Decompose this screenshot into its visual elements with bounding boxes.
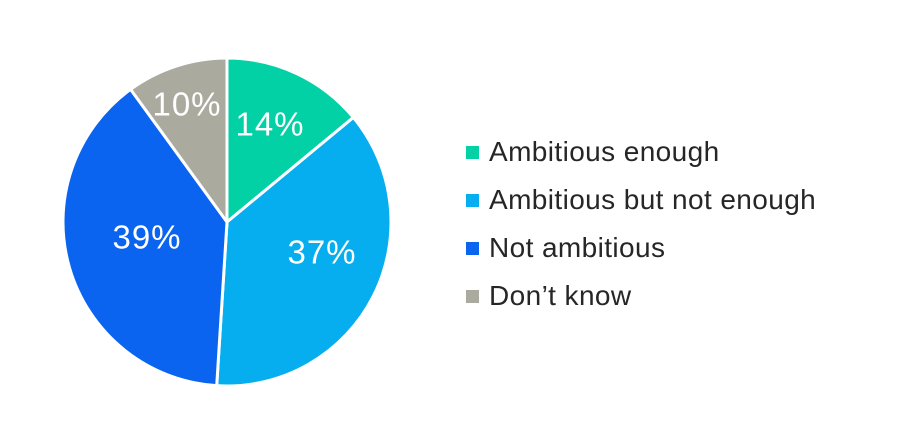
legend-item-ambitious-but-not-enough: Ambitious but not enough	[466, 176, 816, 224]
pie-slice-2	[61, 87, 229, 388]
slice-value-label: 37%	[287, 234, 356, 271]
legend-label: Ambitious but not enough	[489, 184, 817, 215]
legend: Ambitious enough Ambitious but not enoug…	[466, 128, 816, 320]
legend-item-not-ambitious: Not ambitious	[466, 224, 816, 272]
legend-item-ambitious-enough: Ambitious enough	[466, 128, 816, 176]
pie-slice-3	[128, 56, 229, 227]
slice-value-label: 14%	[235, 106, 304, 143]
legend-item-dont-know: Don’t know	[466, 272, 816, 320]
legend-label: Don’t know	[489, 280, 632, 311]
legend-swatch-icon	[466, 241, 479, 255]
legend-swatch-icon	[466, 289, 479, 303]
legend-label: Not ambitious	[489, 232, 666, 263]
slice-value-label: 39%	[112, 219, 181, 256]
legend-label: Ambitious enough	[489, 136, 720, 167]
legend-swatch-icon	[466, 145, 479, 159]
pie-slice-0	[225, 56, 356, 226]
pie-chart: 14% 37% 39% 10%	[61, 56, 393, 388]
pie-slice-1	[215, 115, 393, 388]
slice-value-label: 10%	[152, 86, 221, 123]
legend-swatch-icon	[466, 193, 479, 207]
